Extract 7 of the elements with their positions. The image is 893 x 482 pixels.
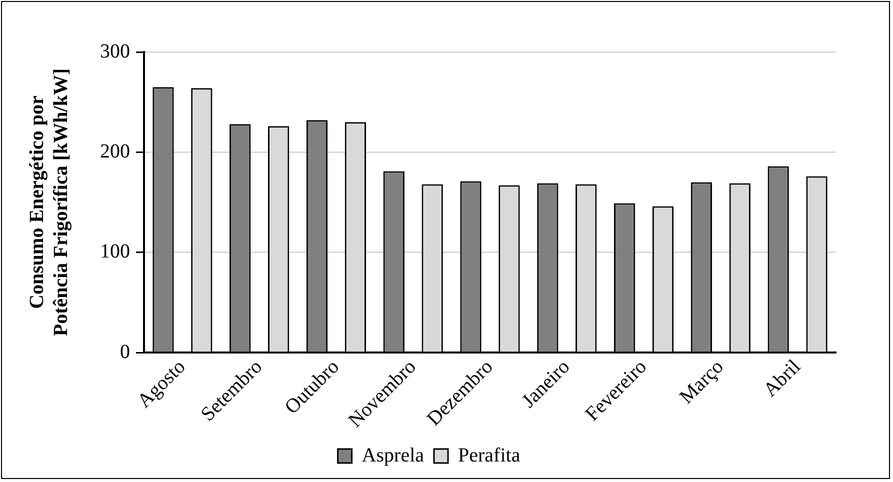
y-tick-label: 0 <box>120 340 130 363</box>
y-tick-label: 100 <box>100 240 130 263</box>
y-tick-label: 300 <box>100 40 130 62</box>
legend-label: Perafita <box>458 444 520 466</box>
y-axis-title: Consumo Energético por Potência Frigorífica [kWh/kW] <box>26 68 72 336</box>
y-tick-label: 200 <box>100 140 130 162</box>
legend-label: Asprela <box>362 444 424 466</box>
